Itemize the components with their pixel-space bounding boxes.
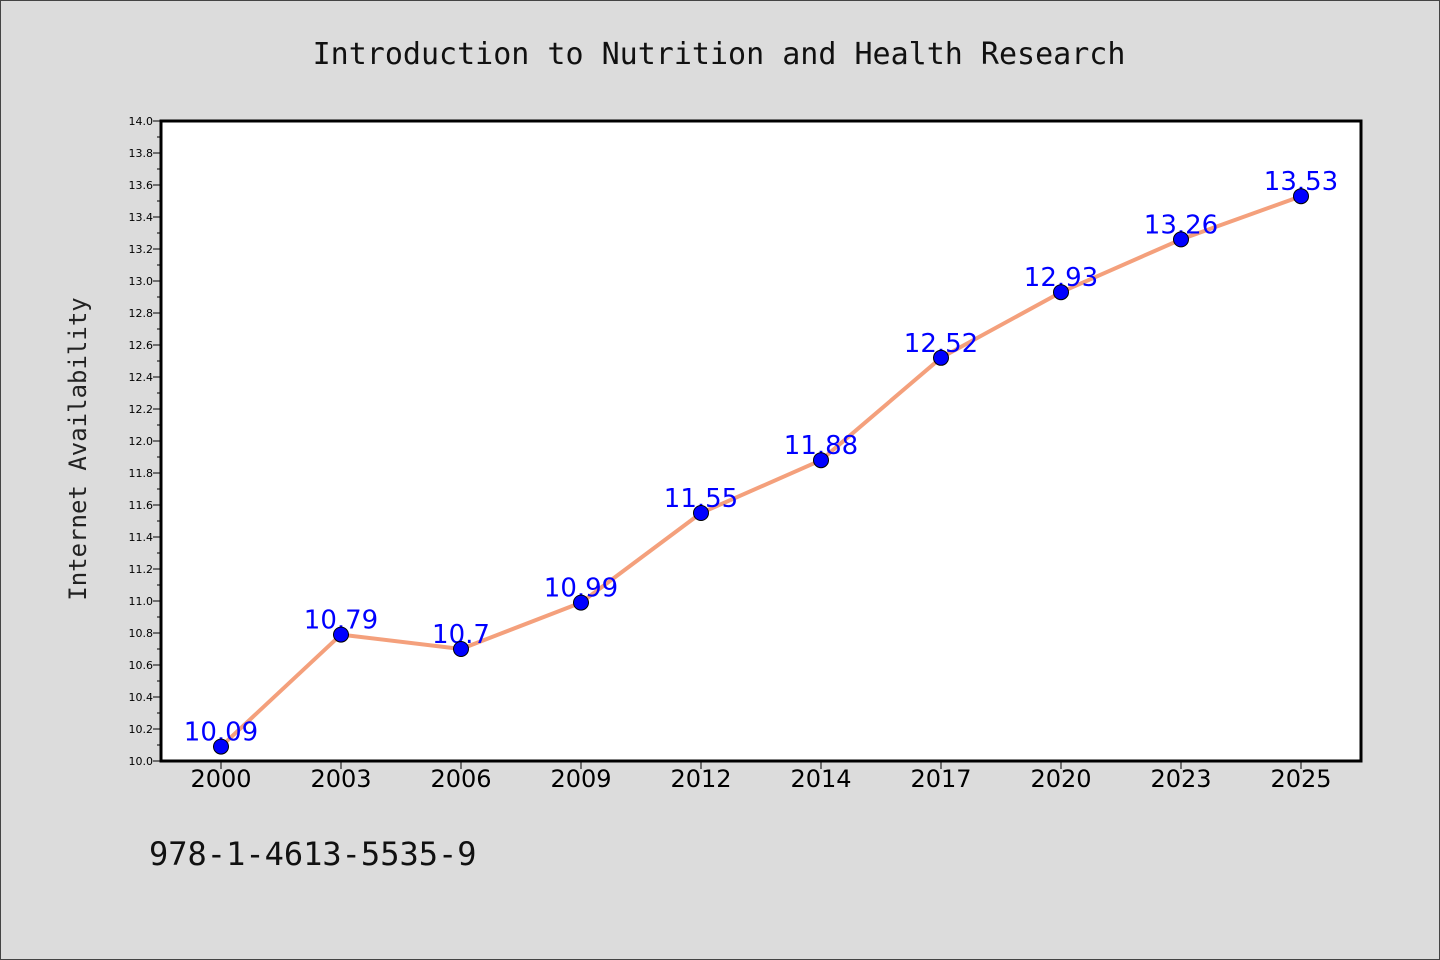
x-tick-label: 2009 <box>550 765 611 793</box>
x-tick-label: 2017 <box>910 765 971 793</box>
y-tick-label: 10.8 <box>129 627 154 640</box>
y-tick-label: 12.6 <box>129 339 154 352</box>
isbn-text: 978-1-4613-5535-9 <box>149 835 477 873</box>
x-tick-label: 2003 <box>310 765 371 793</box>
data-point <box>813 452 829 469</box>
y-tick-label: 11.8 <box>129 467 154 480</box>
y-tick-label: 11.6 <box>129 499 154 512</box>
y-tick-label: 10.2 <box>129 723 154 736</box>
x-tick-label: 2000 <box>190 765 251 793</box>
data-point <box>573 594 589 611</box>
y-tick-label: 12.8 <box>129 307 154 320</box>
y-tick-label: 10.4 <box>129 691 154 704</box>
y-tick-label: 12.2 <box>129 403 154 416</box>
y-axis-label: Internet Availability <box>64 297 92 600</box>
data-point <box>213 738 229 755</box>
chart-title: Introduction to Nutrition and Health Res… <box>313 37 1126 72</box>
y-tick-label: 13.4 <box>129 211 154 224</box>
y-tick-label: 13.8 <box>129 147 154 160</box>
y-tick-label: 11.0 <box>129 595 154 608</box>
plot-area <box>159 119 1363 763</box>
data-point <box>453 641 469 657</box>
y-axis: 10.0 10.2 10.4 10.6 10.8 11.0 11.2 11.4 11.6 11.8… <box>129 115 161 768</box>
y-tick-label: 13.2 <box>129 243 154 256</box>
data-point <box>1293 188 1309 205</box>
y-tick-label: 11.4 <box>129 531 154 544</box>
x-tick-label: 2012 <box>670 765 731 793</box>
data-point <box>693 505 709 521</box>
x-tick-label: 2006 <box>430 765 491 793</box>
y-tick-label: 10.0 <box>129 755 154 768</box>
y-tick-label: 13.6 <box>129 179 154 192</box>
data-point <box>1053 284 1069 301</box>
data-point <box>1173 231 1189 248</box>
y-tick-label: 13.0 <box>129 275 154 288</box>
x-tick-label: 2023 <box>1150 765 1211 793</box>
series-line <box>219 194 1303 749</box>
x-tick-label: 2025 <box>1270 765 1331 793</box>
x-tick-label: 2020 <box>1030 765 1091 793</box>
data-point <box>333 626 349 643</box>
y-tick-label: 12.0 <box>129 435 154 448</box>
y-tick-label: 14.0 <box>129 115 154 128</box>
y-tick-label: 10.6 <box>129 659 154 672</box>
y-tick-label: 11.2 <box>129 563 154 576</box>
x-tick-label: 2014 <box>790 765 851 793</box>
x-axis: 2000 2003 2006 2009 2012 2014 2017 2020 2023 2025 <box>190 761 1332 793</box>
y-tick-label: 12.4 <box>129 371 154 384</box>
data-point <box>933 349 949 366</box>
